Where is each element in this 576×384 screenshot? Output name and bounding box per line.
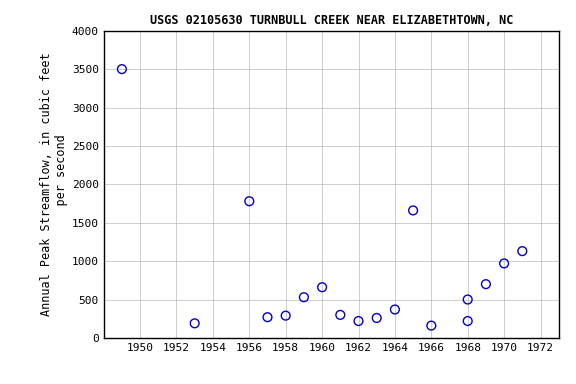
Point: [190, 320, 199, 326]
Title: USGS 02105630 TURNBULL CREEK NEAR ELIZABETHTOWN, NC: USGS 02105630 TURNBULL CREEK NEAR ELIZAB…: [150, 14, 513, 27]
Point: [391, 306, 400, 313]
Y-axis label: Annual Peak Streamflow, in cubic feet
    per second: Annual Peak Streamflow, in cubic feet pe…: [40, 53, 67, 316]
Point: [354, 318, 363, 324]
Point: [427, 323, 436, 329]
Point: [463, 296, 472, 303]
Point: [118, 66, 127, 72]
Point: [372, 315, 381, 321]
Point: [300, 294, 309, 300]
Point: [317, 284, 327, 290]
Point: [281, 313, 290, 319]
Point: [518, 248, 527, 254]
Point: [499, 260, 509, 266]
Point: [463, 318, 472, 324]
Point: [482, 281, 491, 287]
Point: [245, 198, 254, 204]
Point: [408, 207, 418, 214]
Point: [263, 314, 272, 320]
Point: [336, 312, 345, 318]
